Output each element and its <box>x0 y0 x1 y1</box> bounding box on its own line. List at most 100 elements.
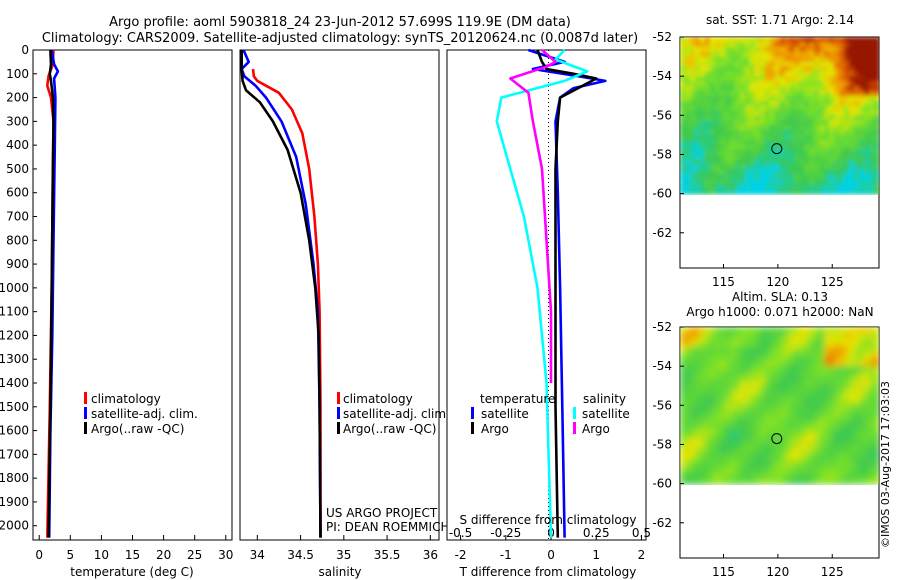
heatmap-cell <box>849 144 856 151</box>
heatmap-cell <box>690 95 696 102</box>
heatmap-cell <box>859 331 866 338</box>
heatmap-cell <box>814 71 821 78</box>
heatmap-cell <box>779 120 786 127</box>
heatmap-cell <box>844 164 851 171</box>
heatmap-cell <box>804 110 811 117</box>
heatmap-cell <box>799 90 806 97</box>
heatmap-cell <box>749 366 756 373</box>
heatmap-cell <box>754 81 761 87</box>
heatmap-cell <box>704 115 711 122</box>
heatmap-cell <box>739 336 746 343</box>
heatmap-cell <box>789 468 796 475</box>
heatmap-cell <box>824 366 831 373</box>
heatmap-cell <box>869 434 875 441</box>
heatmap-cell <box>764 346 771 353</box>
heatmap-cell <box>774 125 781 131</box>
heatmap-cell <box>729 444 736 451</box>
heatmap-cell <box>714 331 721 338</box>
heatmap-cell <box>789 341 796 348</box>
heatmap-cell <box>844 110 851 117</box>
heatmap-cell <box>759 405 766 412</box>
heatmap-cell <box>729 473 736 480</box>
heatmap-cell <box>714 183 721 190</box>
heatmap-cell <box>709 37 716 43</box>
heatmap-cell <box>734 336 741 343</box>
heatmap-cell <box>719 341 726 348</box>
heatmap-cell <box>709 154 716 161</box>
heatmap-cell <box>854 71 861 78</box>
difference-legend: temperature satellite Argo salinity sate… <box>471 392 630 436</box>
heatmap-cell <box>834 164 841 171</box>
heatmap-cell <box>724 164 731 171</box>
heatmap-cell <box>764 380 771 387</box>
heatmap-cell <box>849 90 856 97</box>
heatmap-cell <box>769 380 776 387</box>
heatmap-cell <box>724 410 731 417</box>
heatmap-cell <box>859 478 866 485</box>
heatmap-cell <box>709 380 716 387</box>
heatmap-cell <box>799 454 806 461</box>
heatmap-cell <box>729 76 736 83</box>
heatmap-cell <box>844 429 851 436</box>
heatmap-cell <box>814 459 821 465</box>
heatmap-cell <box>804 46 811 53</box>
heatmap-cell <box>709 95 716 102</box>
heatmap-cell <box>774 61 781 68</box>
heatmap-cell <box>759 375 766 382</box>
heatmap-cell <box>829 468 836 475</box>
heatmap-cell <box>869 341 875 348</box>
heatmap-cell <box>690 331 696 338</box>
heatmap-cell <box>749 385 756 392</box>
heatmap-cell <box>699 390 706 397</box>
heatmap-cell <box>690 41 696 48</box>
heatmap-cell <box>839 159 846 166</box>
heatmap-cell <box>759 110 766 117</box>
heatmap-cell <box>789 164 796 171</box>
heatmap-cell <box>874 331 879 338</box>
heatmap-cell <box>864 405 871 412</box>
heatmap-cell <box>759 478 766 485</box>
heatmap-cell <box>829 410 836 417</box>
heatmap-cell <box>739 100 746 107</box>
heatmap-cell <box>864 134 871 141</box>
heatmap-cell <box>744 134 751 141</box>
heatmap-cell <box>874 459 879 465</box>
heatmap-cell <box>849 178 856 185</box>
heatmap-cell <box>854 41 861 48</box>
x-tick-label: 0 <box>35 548 43 562</box>
heatmap-cell <box>799 76 806 83</box>
heatmap-cell <box>714 371 721 377</box>
heatmap-cell <box>704 351 711 358</box>
heatmap-cell <box>814 385 821 392</box>
heatmap-cell <box>734 444 741 451</box>
heatmap-cell <box>814 51 821 58</box>
heatmap-cell <box>819 429 826 436</box>
heatmap-cell <box>874 385 879 392</box>
heatmap-cell <box>809 361 816 368</box>
heatmap-cell <box>784 115 791 122</box>
heatmap-cell <box>699 375 706 382</box>
heatmap-cell <box>744 468 751 475</box>
heatmap-cell <box>759 71 766 78</box>
heatmap-cell <box>784 478 791 485</box>
x-tick-label: 2 <box>638 548 646 562</box>
heatmap-cell <box>804 375 811 382</box>
heatmap-cell <box>849 95 856 102</box>
heatmap-cell <box>784 375 791 382</box>
heatmap-cell <box>744 327 751 333</box>
heatmap-cell <box>739 134 746 141</box>
heatmap-cell <box>724 375 731 382</box>
heatmap-cell <box>784 66 791 73</box>
heatmap-cell <box>769 346 776 353</box>
heatmap-cell <box>704 154 711 161</box>
heatmap-cell <box>739 444 746 451</box>
heatmap-cell <box>724 125 731 131</box>
heatmap-cell <box>829 336 836 343</box>
heatmap-cell <box>854 125 861 131</box>
heatmap-cell <box>789 385 796 392</box>
heatmap-cell <box>685 444 691 451</box>
heatmap-cell <box>849 459 856 465</box>
heatmap-cell <box>719 46 726 53</box>
heatmap-cell <box>829 144 836 151</box>
heatmap-cell <box>804 51 811 58</box>
